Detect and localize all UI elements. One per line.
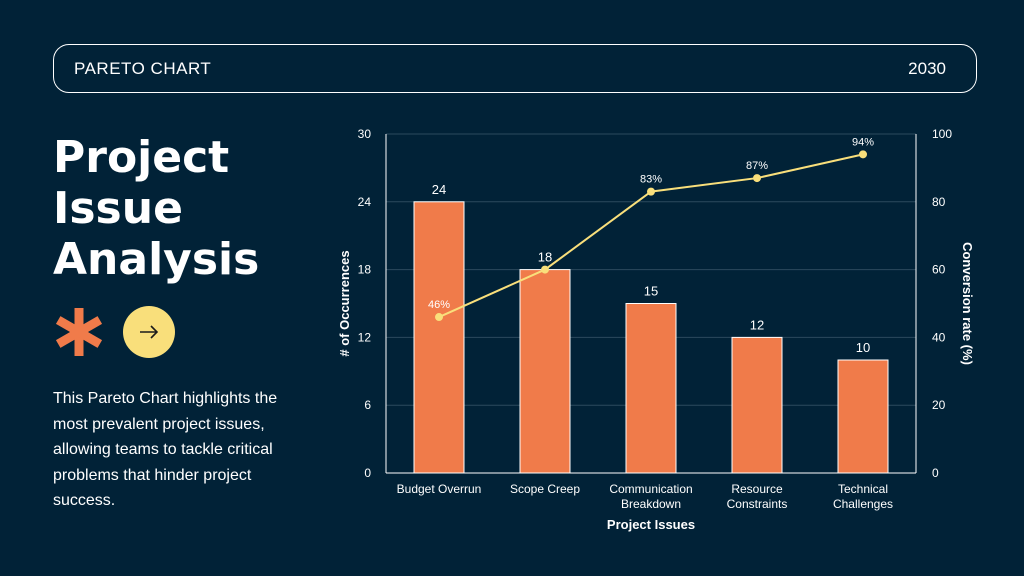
x-tick-label: Technical: [838, 482, 888, 496]
bar: [837, 359, 889, 474]
x-tick-label: Scope Creep: [510, 482, 580, 496]
x-tick-label: Breakdown: [621, 497, 681, 511]
x-tick-label: Budget Overrun: [397, 482, 482, 496]
bar: [413, 201, 465, 474]
y2-tick-label: 40: [932, 330, 946, 344]
y2-tick-label: 60: [932, 263, 946, 277]
y2-axis-title: Conversion rate (%): [960, 242, 975, 365]
header-title: PARETO CHART: [74, 58, 212, 78]
y-tick-label: 18: [358, 263, 372, 277]
y2-tick-label: 80: [932, 195, 946, 209]
bar-data-label: 15: [644, 284, 658, 299]
y-tick-label: 24: [358, 195, 372, 209]
line-data-label: 46%: [428, 299, 450, 311]
line-point: [541, 265, 549, 274]
y-tick-label: 0: [364, 466, 371, 480]
bar-data-label: 12: [750, 317, 764, 332]
asterisk-icon: [55, 308, 103, 356]
y-axis-title: # of Occurrences: [337, 250, 352, 356]
bar-data-label: 10: [856, 340, 870, 355]
bar-data-label: 24: [432, 182, 446, 197]
y2-tick-label: 0: [932, 466, 939, 480]
x-tick-label: Challenges: [833, 497, 893, 511]
x-tick-label: Communication: [609, 482, 692, 496]
y-tick-label: 6: [364, 398, 371, 412]
description-text: This Pareto Chart highlights the most pr…: [53, 390, 278, 509]
line-point: [647, 187, 655, 196]
bar: [731, 336, 783, 474]
line-data-label: 94%: [852, 136, 874, 148]
arrow-right-icon: [140, 325, 159, 339]
x-tick-label: Constraints: [727, 497, 788, 511]
line-data-label: 87%: [746, 160, 768, 172]
x-tick-label: Resource: [731, 482, 783, 496]
line-point: [435, 313, 443, 322]
y2-tick-label: 100: [932, 127, 952, 141]
bar: [519, 269, 571, 474]
bar: [625, 303, 677, 474]
y-tick-label: 12: [358, 330, 372, 344]
arrow-right-button[interactable]: [123, 306, 175, 358]
y2-tick-label: 20: [932, 398, 946, 412]
line-point: [753, 174, 761, 183]
line-data-label: 83%: [640, 174, 662, 186]
y-tick-label: 30: [358, 127, 372, 141]
x-axis-title: Project Issues: [607, 517, 695, 532]
header-bar: PARETO CHART 2030: [53, 44, 977, 93]
header-year: 2030: [908, 58, 946, 78]
line-point: [859, 150, 867, 159]
bar-data-label: 18: [538, 250, 552, 265]
page-title: Project Issue Analysis: [53, 132, 260, 285]
